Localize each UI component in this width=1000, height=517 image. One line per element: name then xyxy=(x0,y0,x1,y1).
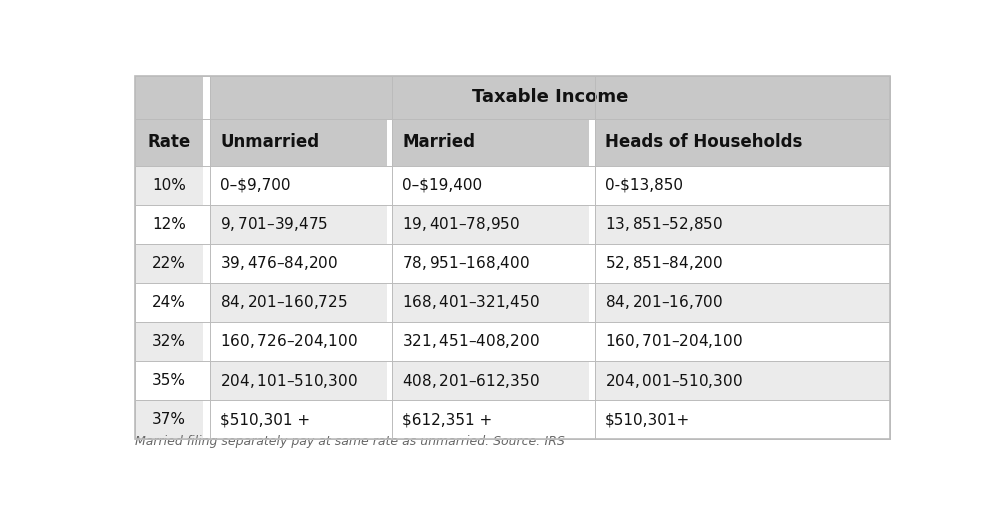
Bar xyxy=(392,119,589,166)
Bar xyxy=(210,322,387,361)
Bar xyxy=(392,166,589,205)
Bar xyxy=(595,283,890,322)
Bar xyxy=(135,322,203,361)
Text: $321,451–$408,200: $321,451–$408,200 xyxy=(402,332,540,351)
Text: $204,001–$510,300: $204,001–$510,300 xyxy=(605,372,742,389)
Text: 12%: 12% xyxy=(152,217,186,232)
Bar xyxy=(210,119,387,166)
Bar xyxy=(135,283,203,322)
Text: $510,301 +: $510,301 + xyxy=(220,412,310,427)
Text: $9,701–$39,475: $9,701–$39,475 xyxy=(220,216,329,234)
Bar xyxy=(210,76,890,119)
Text: $19,401–$78,950: $19,401–$78,950 xyxy=(402,216,521,234)
Text: 35%: 35% xyxy=(152,373,186,388)
Bar xyxy=(210,166,387,205)
Bar xyxy=(392,400,589,439)
Text: $408,201–$612,350: $408,201–$612,350 xyxy=(402,372,540,389)
Text: $612,351 +: $612,351 + xyxy=(402,412,493,427)
Bar xyxy=(392,361,589,400)
Text: Married filing separately pay at same rate as unmarried. Source: IRS: Married filing separately pay at same ra… xyxy=(135,434,565,448)
Text: $84,201–$160,725: $84,201–$160,725 xyxy=(220,294,348,311)
Bar xyxy=(135,119,203,166)
Text: $160,701–$204,100: $160,701–$204,100 xyxy=(605,332,742,351)
Bar xyxy=(595,166,890,205)
Text: $52,851–$84,200: $52,851–$84,200 xyxy=(605,254,723,272)
Bar xyxy=(135,244,203,283)
Text: 32%: 32% xyxy=(152,334,186,349)
Bar xyxy=(210,283,387,322)
Bar xyxy=(595,322,890,361)
Bar xyxy=(135,361,203,400)
Bar xyxy=(392,322,589,361)
Text: Heads of Households: Heads of Households xyxy=(605,133,802,151)
Text: 0–$9,700: 0–$9,700 xyxy=(220,178,291,193)
Bar xyxy=(595,119,890,166)
Bar xyxy=(210,400,387,439)
Text: $510,301+: $510,301+ xyxy=(605,412,690,427)
Bar xyxy=(210,244,387,283)
Text: 0-$13,850: 0-$13,850 xyxy=(605,178,683,193)
Text: 22%: 22% xyxy=(152,256,186,271)
Bar xyxy=(392,205,589,244)
Text: $84,201–$16,700: $84,201–$16,700 xyxy=(605,294,723,311)
Text: $204,101–$510,300: $204,101–$510,300 xyxy=(220,372,358,389)
Bar xyxy=(135,166,203,205)
Bar xyxy=(392,283,589,322)
Text: 10%: 10% xyxy=(152,178,186,193)
Bar xyxy=(210,205,387,244)
Bar xyxy=(135,205,203,244)
Text: $78,951–$168,400: $78,951–$168,400 xyxy=(402,254,530,272)
Text: Married: Married xyxy=(402,133,475,151)
Bar xyxy=(392,244,589,283)
Text: 0–$19,400: 0–$19,400 xyxy=(402,178,483,193)
Bar xyxy=(595,244,890,283)
Text: 37%: 37% xyxy=(152,412,186,427)
Bar xyxy=(210,361,387,400)
Bar xyxy=(135,76,203,119)
Bar xyxy=(595,400,890,439)
Text: $39,476–$84,200: $39,476–$84,200 xyxy=(220,254,339,272)
Text: 24%: 24% xyxy=(152,295,186,310)
Text: Rate: Rate xyxy=(148,133,191,151)
Text: Unmarried: Unmarried xyxy=(220,133,319,151)
Text: $168,401–$321,450: $168,401–$321,450 xyxy=(402,294,540,311)
Bar xyxy=(595,205,890,244)
Bar xyxy=(595,361,890,400)
Text: $160,726–$204,100: $160,726–$204,100 xyxy=(220,332,358,351)
Bar xyxy=(135,400,203,439)
Text: Taxable Income: Taxable Income xyxy=(472,88,628,107)
Text: $13,851–$52,850: $13,851–$52,850 xyxy=(605,216,723,234)
